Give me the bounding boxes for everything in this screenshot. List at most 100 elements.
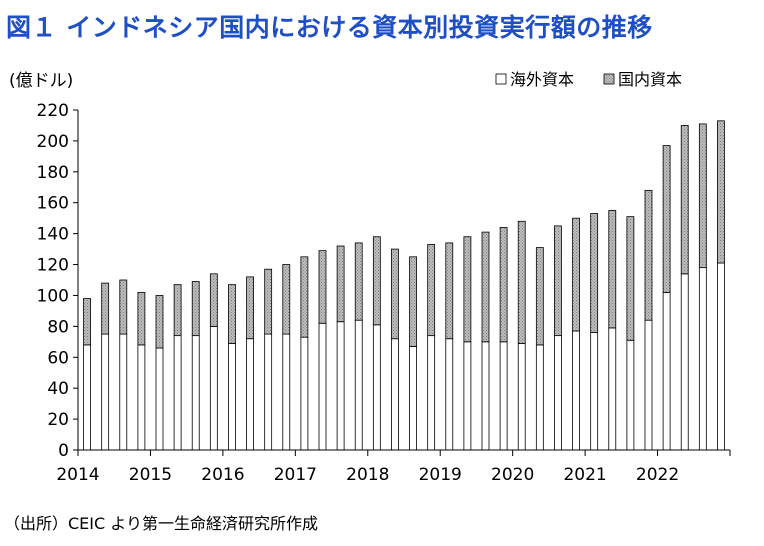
bar-foreign-capital [101, 333, 110, 451]
bar-foreign-capital [264, 333, 273, 451]
bar-foreign-capital [590, 332, 599, 451]
bar-domestic-capital [391, 248, 399, 340]
bar-domestic-capital [698, 123, 707, 269]
bar-domestic-capital [535, 247, 544, 346]
y-tick-label: 220 [37, 101, 69, 121]
bar-foreign-capital [662, 291, 671, 451]
y-tick-label: 160 [37, 194, 69, 214]
bar-domestic-capital [499, 227, 508, 343]
bar-domestic-capital [572, 217, 580, 332]
bar-domestic-capital [246, 276, 254, 340]
bar-domestic-capital [409, 256, 417, 347]
bar-foreign-capital [680, 273, 689, 451]
legend-swatch [495, 73, 507, 85]
bar-foreign-capital [535, 344, 544, 451]
y-tick-label: 20 [47, 410, 69, 430]
bar-domestic-capital [209, 273, 218, 327]
bar-foreign-capital [209, 325, 218, 451]
y-axis: 0 20 40 60 80 100 120 140 160 180 200 220 [37, 101, 79, 461]
legend-label: 国内資本 [618, 70, 682, 89]
y-tick-label: 0 [58, 441, 69, 461]
bar-foreign-capital [554, 335, 562, 451]
bar-foreign-capital [427, 335, 436, 451]
bar-foreign-capital [572, 330, 580, 451]
legend: 海外資本 国内資本 [495, 70, 682, 89]
bar-domestic-capital [372, 236, 381, 326]
bar-foreign-capital [282, 333, 291, 451]
bar-domestic-capital [608, 210, 617, 329]
x-tick-label: 2019 [419, 465, 462, 485]
bar-domestic-capital [680, 125, 689, 275]
bar-domestic-capital [191, 281, 200, 337]
bar-domestic-capital [554, 225, 562, 337]
bar-foreign-capital [626, 339, 635, 451]
bar-foreign-capital [354, 319, 363, 451]
bar-foreign-capital [409, 346, 417, 451]
bar-foreign-capital [372, 324, 381, 451]
bar-domestic-capital [119, 279, 128, 335]
bar-domestic-capital [155, 295, 164, 349]
x-tick-label: 2014 [56, 465, 99, 485]
bar-domestic-capital [445, 242, 454, 340]
bar-foreign-capital [318, 322, 327, 451]
bar-foreign-capital [481, 341, 490, 451]
bar-foreign-capital [228, 342, 236, 451]
bar-foreign-capital [698, 267, 707, 451]
y-tick-label: 140 [37, 225, 69, 245]
bar-foreign-capital [336, 321, 345, 451]
bar-foreign-capital [119, 333, 128, 451]
bar-foreign-capital [173, 335, 182, 451]
x-axis: 2014 2015 2016 2017 2018 2019 2020 2021 2022 [56, 449, 731, 485]
y-tick-label: 120 [37, 256, 69, 276]
x-tick-label: 2017 [274, 465, 317, 485]
bar-domestic-capital [300, 256, 309, 338]
x-tick-label: 2020 [491, 465, 534, 485]
bar-domestic-capital [427, 244, 436, 337]
bar-domestic-capital [336, 245, 345, 323]
bar-foreign-capital [445, 338, 454, 451]
bar-foreign-capital [137, 344, 146, 451]
bar-foreign-capital [300, 336, 309, 451]
x-tick-label: 2015 [129, 465, 172, 485]
bar-domestic-capital [354, 242, 363, 321]
source-note: （出所）CEIC より第一生命経済研究所作成 [4, 514, 318, 533]
bar-foreign-capital [517, 342, 526, 451]
bar-foreign-capital [499, 341, 508, 451]
bar-foreign-capital [83, 344, 91, 451]
bars [83, 120, 725, 451]
x-tick-label: 2022 [636, 465, 679, 485]
y-tick-label: 40 [47, 379, 69, 399]
bar-domestic-capital [264, 268, 273, 335]
legend-swatch [603, 73, 615, 85]
y-tick-label: 100 [37, 286, 69, 306]
bar-domestic-capital [717, 120, 725, 264]
bar-foreign-capital [717, 262, 725, 451]
y-tick-label: 60 [47, 348, 69, 368]
bar-domestic-capital [318, 250, 327, 324]
bar-domestic-capital [463, 236, 472, 343]
chart-title: 図１ インドネシア国内における資本別投資実行額の推移 [6, 13, 653, 42]
bar-foreign-capital [246, 338, 254, 451]
bar-domestic-capital [481, 231, 490, 343]
bar-domestic-capital [137, 291, 146, 346]
bar-domestic-capital [101, 282, 110, 335]
y-tick-label: 180 [37, 163, 69, 183]
bar-domestic-capital [662, 145, 671, 293]
bar-foreign-capital [191, 335, 200, 451]
bar-domestic-capital [644, 189, 653, 321]
x-tick-label: 2021 [563, 465, 606, 485]
bar-domestic-capital [626, 216, 635, 341]
bar-foreign-capital [463, 341, 472, 451]
bar-foreign-capital [155, 347, 164, 451]
x-tick-label: 2018 [346, 465, 389, 485]
y-axis-label: (億ドル) [9, 71, 73, 91]
bar-domestic-capital [590, 213, 599, 333]
bar-foreign-capital [608, 327, 617, 451]
bar-domestic-capital [517, 220, 526, 344]
bar-foreign-capital [644, 319, 653, 451]
bar-domestic-capital [173, 284, 182, 337]
bar-domestic-capital [228, 284, 236, 344]
y-tick-label: 80 [47, 317, 69, 337]
bar-domestic-capital [282, 264, 291, 335]
